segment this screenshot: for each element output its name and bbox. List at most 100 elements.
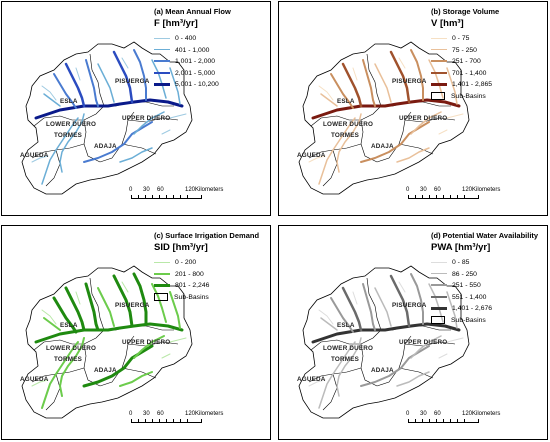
scale-tick <box>187 195 188 199</box>
basin-label: LOWER DUERO <box>323 345 374 352</box>
river-segment <box>41 341 79 409</box>
subbasin-boundary <box>89 53 105 107</box>
scale-tick-label: 60 <box>157 187 164 193</box>
scale-tick <box>457 195 458 199</box>
basin-label: UPPER DUERO <box>399 115 448 122</box>
scale-tick <box>408 195 409 199</box>
river-segment <box>133 111 165 135</box>
river-segment <box>84 282 100 332</box>
legend-line-swatch <box>431 60 447 63</box>
legend-label: 1,001 - 2,000 <box>175 58 216 65</box>
panel-variable: SID [hm³/yr] <box>154 242 208 253</box>
river-segment <box>389 274 411 328</box>
river-segment <box>121 57 129 69</box>
map-panel-storage-volume: (b) Storage Volume V [hm³] 0 - 75 75 - 25… <box>278 1 548 216</box>
subbasin-boundary <box>366 277 382 331</box>
legend-item: 0 - 75 <box>431 33 492 45</box>
legend-item: 251 - 700 <box>431 56 492 68</box>
river-segment <box>82 344 154 388</box>
river-segment <box>169 337 187 343</box>
subbasin-boundary <box>322 149 338 187</box>
river-segment <box>161 129 171 135</box>
river-segment <box>398 57 406 69</box>
legend-label: 0 - 85 <box>452 259 470 266</box>
basin-label: ESLA <box>60 322 78 329</box>
river-segment <box>133 49 147 101</box>
basin-label: TORMES <box>54 356 83 363</box>
river-segment <box>330 73 354 109</box>
river-segment <box>438 353 448 359</box>
scale-tick <box>201 195 202 199</box>
basin-label: PISUERGA <box>115 78 150 85</box>
legend-item: 2,001 - 5,000 <box>154 68 219 80</box>
basin-label: LOWER DUERO <box>46 345 97 352</box>
basin-map <box>21 41 193 195</box>
river-segment <box>311 98 461 120</box>
basin-label: PISUERGA <box>392 78 427 85</box>
scale-bar: 0 30 60 120 Kilometers <box>123 411 233 435</box>
river-segment <box>161 353 171 359</box>
scale-tick <box>131 195 132 199</box>
scale-tick <box>166 195 167 199</box>
basin-label: UPPER DUERO <box>399 339 448 346</box>
legend-item: 201 - 800 <box>154 269 209 281</box>
river-segment <box>318 117 356 185</box>
river-segment <box>34 98 184 120</box>
basin-label: TORMES <box>331 356 360 363</box>
basin-label: LOWER DUERO <box>46 121 97 128</box>
river-segment <box>311 322 461 344</box>
subbasin-boundary <box>45 149 61 187</box>
legend-line-swatch <box>154 261 170 263</box>
river-segment <box>410 49 424 101</box>
legend-box-swatch <box>431 315 445 324</box>
scale-tick-label: 0 <box>129 411 133 417</box>
river-segment <box>330 297 354 333</box>
river-segment <box>133 335 165 359</box>
basin-label: ESLA <box>60 98 78 105</box>
scale-tick-label: 0 <box>129 187 133 193</box>
river-segment <box>336 113 362 173</box>
subbasin-boundary <box>99 335 135 387</box>
river-segment <box>119 147 153 163</box>
subbasin-boundary <box>310 329 382 351</box>
scale-tick <box>422 195 423 199</box>
subbasin-boundary <box>33 329 105 351</box>
panel-variable: F [hm³/yr] <box>154 18 198 29</box>
legend-label: 5,001 - 10,200 <box>175 81 219 88</box>
legend-item: 1,001 - 2,000 <box>154 56 219 68</box>
river-segment <box>362 283 376 331</box>
basin-boundary <box>298 41 470 195</box>
legend-item: 1,401 - 2,676 <box>431 303 492 315</box>
river-segment <box>169 67 181 105</box>
river-segment <box>41 117 79 185</box>
legend-box-swatch <box>431 91 445 100</box>
river-segment <box>410 111 442 135</box>
legend-line-swatch <box>154 82 170 86</box>
river-segment <box>308 379 326 387</box>
scale-tick <box>138 419 139 423</box>
river-segment <box>85 59 99 107</box>
scale-tick <box>173 195 174 199</box>
scale-tick <box>450 419 451 423</box>
legend-item: 0 - 400 <box>154 33 219 45</box>
scale-tick <box>429 419 430 423</box>
legend-line-swatch <box>154 272 170 275</box>
river-segment <box>352 291 358 305</box>
legend-item: 801 - 2,246 <box>154 280 209 292</box>
legend-line-swatch <box>431 273 447 275</box>
legend-line-swatch <box>431 261 447 263</box>
river-segment <box>64 62 86 108</box>
basin-boundary <box>298 265 470 419</box>
subbasin-boundary <box>404 117 456 123</box>
river-segment <box>169 113 187 119</box>
legend-line-swatch <box>154 283 170 287</box>
river-segment <box>396 147 430 163</box>
legend-item: 0 - 85 <box>431 257 492 269</box>
scale-tick <box>450 195 451 199</box>
river-segment <box>318 309 334 325</box>
scale-tick <box>173 419 174 423</box>
river-segment <box>59 337 85 397</box>
river-segment <box>119 371 153 387</box>
basin-label: ADAJA <box>94 143 117 150</box>
scale-unit-label: Kilometers <box>472 187 501 193</box>
